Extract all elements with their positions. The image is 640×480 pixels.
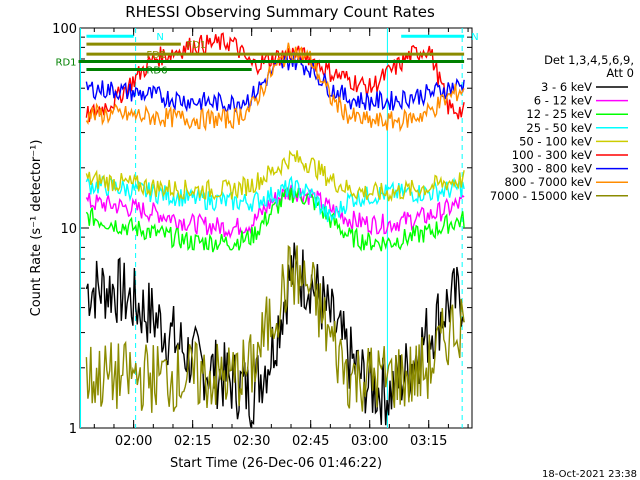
legend-entry-label: 100 - 300 keV xyxy=(512,148,592,162)
x-tick-label: 03:15 xyxy=(410,434,447,449)
series-line xyxy=(85,244,465,413)
y-tick-label: 1 xyxy=(69,422,77,437)
y-tick-label: 10 xyxy=(60,222,77,237)
x-tick-label: 02:30 xyxy=(233,434,270,449)
annotation-label: RD6 xyxy=(146,66,167,77)
legend-entry-label: 6 - 12 keV xyxy=(534,94,592,108)
legend-header-line-2: Att 0 xyxy=(606,66,634,80)
legend-entry-label: 3 - 6 keV xyxy=(541,80,592,94)
legend-entry-label: 50 - 100 keV xyxy=(519,134,592,148)
generation-timestamp: 18-Oct-2021 23:38 xyxy=(542,469,637,480)
annotation-label: RD1 xyxy=(56,57,77,68)
annotation-label: FD1 xyxy=(186,40,206,51)
series-line xyxy=(85,32,465,123)
legend-header-line-1: Det 1,3,4,5,6,9, xyxy=(544,53,634,67)
chart-title: RHESSI Observing Summary Count Rates xyxy=(125,3,435,21)
legend-entry-label: 12 - 25 keV xyxy=(526,107,592,121)
legend-entry-label: 300 - 800 keV xyxy=(512,162,592,176)
annotation-label: N xyxy=(156,32,163,43)
y-axis-label: Count Rate (s⁻¹ detector⁻¹) xyxy=(29,140,44,317)
y-tick-label: 100 xyxy=(52,22,77,37)
x-tick-label: 03:00 xyxy=(351,434,388,449)
series-line xyxy=(85,149,465,203)
legend-entry-label: 800 - 7000 keV xyxy=(504,175,592,189)
series-group xyxy=(85,32,465,429)
annotation-label: FD2 xyxy=(146,50,166,61)
legend-entry-label: 7000 - 15000 keV xyxy=(490,189,592,203)
annotation-label: N xyxy=(471,32,478,43)
axis-ticks: 02:00 02:15 02:30 02:45 03:00 03:15 1 10 100 xyxy=(52,22,472,449)
legend-entry-label: 25 - 50 keV xyxy=(526,121,592,135)
series-line xyxy=(85,42,465,133)
x-axis-label: Start Time (26-Dec-06 01:46:22) xyxy=(170,456,382,471)
series-line xyxy=(85,184,465,240)
series-line xyxy=(85,175,465,223)
x-tick-label: 02:45 xyxy=(292,434,329,449)
annotation-bars: N N FD1 FD2 RD1 RD6 xyxy=(56,32,479,76)
series-line xyxy=(85,186,465,253)
x-tick-label: 02:15 xyxy=(174,434,211,449)
x-tick-label: 02:00 xyxy=(115,434,152,449)
series-line xyxy=(85,51,465,114)
